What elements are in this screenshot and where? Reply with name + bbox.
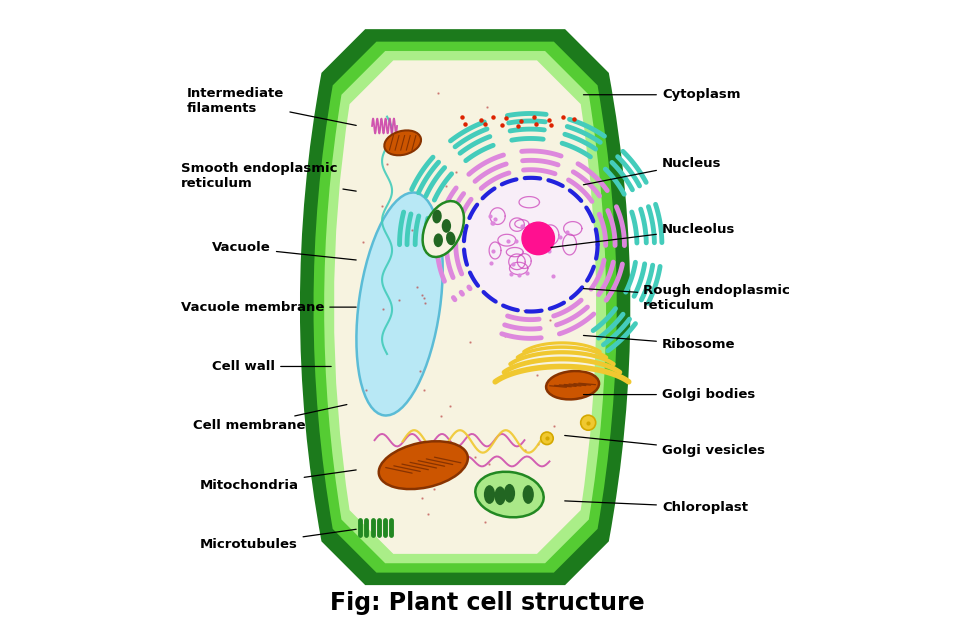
- Ellipse shape: [356, 192, 443, 415]
- Text: Intermediate
filaments: Intermediate filaments: [187, 87, 356, 125]
- Text: Nucleolus: Nucleolus: [551, 223, 735, 248]
- Ellipse shape: [523, 485, 534, 504]
- Ellipse shape: [432, 210, 442, 223]
- Circle shape: [541, 432, 553, 444]
- Text: Cell membrane: Cell membrane: [194, 404, 347, 432]
- Circle shape: [581, 415, 596, 430]
- Text: Cell wall: Cell wall: [212, 360, 331, 373]
- Text: Ribosome: Ribosome: [583, 335, 735, 351]
- Text: Golgi vesicles: Golgi vesicles: [565, 436, 765, 457]
- Ellipse shape: [504, 484, 515, 503]
- Ellipse shape: [495, 486, 506, 505]
- Text: Nucleus: Nucleus: [583, 157, 722, 185]
- Circle shape: [522, 222, 554, 254]
- Text: Vacuole: Vacuole: [212, 241, 356, 260]
- Ellipse shape: [433, 234, 443, 247]
- Text: Smooth endoplasmic
reticulum: Smooth endoplasmic reticulum: [181, 162, 356, 191]
- Text: Fig: Plant cell structure: Fig: Plant cell structure: [329, 591, 645, 615]
- Ellipse shape: [379, 441, 468, 489]
- Ellipse shape: [475, 472, 543, 517]
- Text: Rough endoplasmic
reticulum: Rough endoplasmic reticulum: [583, 284, 790, 312]
- Text: Microtubules: Microtubules: [200, 529, 356, 551]
- Text: Chloroplast: Chloroplast: [565, 501, 748, 513]
- PathPatch shape: [300, 29, 630, 585]
- PathPatch shape: [314, 42, 617, 573]
- Ellipse shape: [446, 232, 456, 245]
- Ellipse shape: [423, 201, 464, 257]
- Ellipse shape: [484, 485, 495, 504]
- Text: Golgi bodies: Golgi bodies: [583, 388, 755, 401]
- PathPatch shape: [324, 51, 606, 563]
- Text: Cytoplasm: Cytoplasm: [583, 88, 740, 101]
- Text: Mitochondria: Mitochondria: [200, 470, 356, 492]
- Circle shape: [466, 179, 596, 310]
- Text: Vacuole membrane: Vacuole membrane: [181, 301, 356, 313]
- Ellipse shape: [546, 371, 599, 399]
- PathPatch shape: [334, 60, 596, 554]
- Ellipse shape: [385, 130, 421, 155]
- Ellipse shape: [442, 219, 451, 233]
